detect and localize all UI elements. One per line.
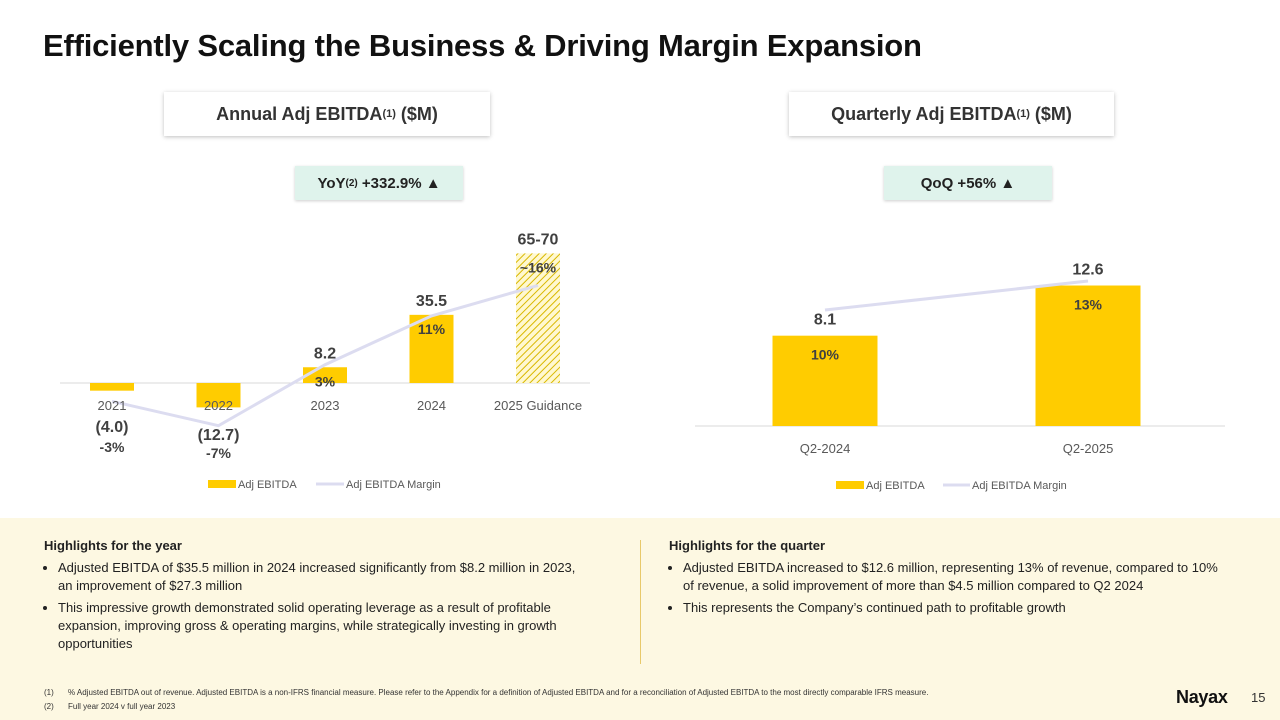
quarterly-header-text: Quarterly Adj EBITDA xyxy=(831,103,1017,124)
highlights-quarter-heading: Highlights for the quarter xyxy=(669,538,825,553)
highlights-quarter-bullet: This represents the Company’s continued … xyxy=(683,599,1229,617)
data-label-ebitda: 8.2 xyxy=(314,345,336,362)
data-label-ebitda: (4.0) xyxy=(96,419,129,436)
nayax-logo: Nayax xyxy=(1176,687,1228,707)
data-label-margin: 13% xyxy=(1074,297,1103,313)
x-tick-label: Q2-2025 xyxy=(1063,441,1114,456)
legend-label-bar: Adj EBITDA xyxy=(238,479,297,491)
line-adj-ebitda-margin xyxy=(824,279,1089,312)
data-label-ebitda: 35.5 xyxy=(416,293,447,310)
footnote-2-text: Full year 2024 v full year 2023 xyxy=(68,702,176,711)
qoq-value: QoQ +56% ▲ xyxy=(920,174,1016,192)
bar-adj-ebitda xyxy=(1035,285,1141,426)
footnote-1-num: (1) xyxy=(44,688,54,697)
footnote-1-text: % Adjusted EBITDA out of revenue. Adjust… xyxy=(68,688,929,697)
line-adj-ebitda-margin xyxy=(111,283,539,428)
bar-adj-ebitda xyxy=(90,383,134,391)
data-label-ebitda: 65-70 xyxy=(518,231,559,248)
highlights-year-heading: Highlights for the year xyxy=(44,538,182,553)
data-label-margin: -3% xyxy=(100,439,125,455)
data-label-ebitda: 12.6 xyxy=(1072,262,1103,279)
quarterly-header-sup: (1) xyxy=(1016,108,1030,120)
data-label-margin: ~16% xyxy=(520,259,557,275)
yoy-sup: (2) xyxy=(345,177,358,189)
bar-adj-ebitda xyxy=(772,335,878,426)
data-label-ebitda: (12.7) xyxy=(198,427,240,444)
data-label-ebitda: 8.1 xyxy=(814,312,836,329)
x-tick-label: 2024 xyxy=(417,398,446,413)
page-number: 15 xyxy=(1251,690,1266,705)
x-tick-label: 2021 xyxy=(98,398,127,413)
highlights-year: Highlights for the year Adjusted EBITDA … xyxy=(44,538,584,657)
yoy-badge: YoY (2) +332.9% ▲ xyxy=(295,166,463,200)
legend-label-line: Adj EBITDA Margin xyxy=(346,479,441,491)
data-label-margin: -7% xyxy=(206,445,231,461)
legend-label-line: Adj EBITDA Margin xyxy=(972,480,1067,492)
quarterly-ebitda-chart: Q2-2024 8.1 10% Q2-2025 12.6 13% Adj EBITDA Adj… xyxy=(695,262,1225,492)
legend-swatch-bar xyxy=(836,481,864,489)
quarterly-chart-header: Quarterly Adj EBITDA (1) ($M) xyxy=(789,92,1114,136)
x-tick-label: 2023 xyxy=(311,398,340,413)
highlights-year-bullet: This impressive growth demonstrated soli… xyxy=(58,599,584,653)
quarterly-header-suffix: ($M) xyxy=(1029,103,1072,124)
x-tick-label: 2025 Guidance xyxy=(494,398,582,413)
bar-adj-ebitda xyxy=(196,383,241,408)
bar-adj-ebitda xyxy=(409,314,454,383)
bar-adj-ebitda xyxy=(516,253,560,383)
annual-header-suffix: ($M) xyxy=(395,103,438,124)
footnote-2-num: (2) xyxy=(44,702,54,711)
yoy-value: +332.9% ▲ xyxy=(357,174,441,192)
annual-header-sup: (1) xyxy=(382,108,396,120)
data-label-margin: 11% xyxy=(418,321,446,337)
legend-label-bar: Adj EBITDA xyxy=(866,480,925,492)
x-tick-label: 2022 xyxy=(204,398,233,413)
annual-ebitda-chart: 2021 (4.0) -3% 2022 (12.7)-7% 2023 8.2 3% 2024 35… xyxy=(60,231,590,491)
page-title: Efficiently Scaling the Business & Drivi… xyxy=(43,28,922,63)
highlights-panel: Highlights for the year Adjusted EBITDA … xyxy=(0,518,1280,720)
data-label-margin: 10% xyxy=(811,347,840,363)
footnote-1: (1) % Adjusted EBITDA out of revenue. Adj… xyxy=(44,688,928,697)
footnote-2: (2) Full year 2024 v full year 2023 xyxy=(44,702,175,711)
annual-header-text: Annual Adj EBITDA xyxy=(216,103,383,124)
legend-swatch-bar xyxy=(208,480,236,488)
qoq-badge: QoQ +56% ▲ xyxy=(884,166,1052,200)
divider xyxy=(640,540,641,664)
x-tick-label: Q2-2024 xyxy=(800,441,851,456)
highlights-quarter-bullet: Adjusted EBITDA increased to $12.6 milli… xyxy=(683,559,1229,595)
highlights-year-bullet: Adjusted EBITDA of $35.5 million in 2024… xyxy=(58,559,584,595)
annual-chart-header: Annual Adj EBITDA (1) ($M) xyxy=(164,92,490,136)
highlights-quarter: Highlights for the quarter Adjusted EBIT… xyxy=(669,538,1229,621)
data-label-margin: 3% xyxy=(315,373,336,389)
yoy-prefix: YoY xyxy=(317,174,346,192)
